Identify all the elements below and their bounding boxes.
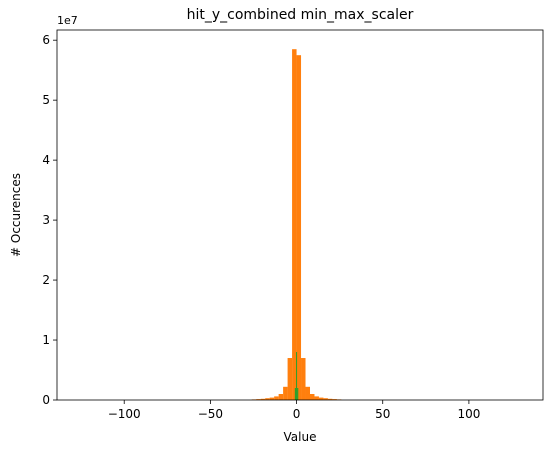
bar [301, 358, 306, 400]
bar [287, 358, 293, 400]
bar [269, 397, 275, 400]
x-axis-label: Value [284, 430, 317, 444]
x-tick-label: 100 [457, 407, 480, 421]
plot-frame [56, 29, 544, 401]
bar [327, 398, 333, 400]
bar [274, 396, 279, 400]
bar [292, 49, 297, 400]
bar [323, 398, 328, 400]
y-tick-label: 4 [42, 153, 50, 167]
bar [294, 388, 297, 400]
y-tick-label: 3 [42, 213, 50, 227]
bar [314, 396, 319, 400]
y-tick-label: 1 [42, 333, 50, 347]
bar [296, 55, 302, 400]
x-tick-label: 0 [293, 407, 301, 421]
bar [278, 394, 284, 400]
bar [332, 399, 337, 400]
bar [305, 386, 310, 400]
bar [260, 398, 266, 400]
chart-title: hit_y_combined min_max_scaler [187, 7, 414, 23]
bar [309, 394, 315, 400]
x-tick-label: −100 [108, 407, 141, 421]
y-tick-label: 0 [42, 393, 50, 407]
bar [265, 398, 270, 400]
y-tick-label: 5 [42, 93, 50, 107]
x-tick-label: −50 [198, 407, 223, 421]
y-axis-label: # Occurences [9, 173, 23, 257]
y-tick-label: 2 [42, 273, 50, 287]
x-tick-label: 50 [375, 407, 390, 421]
bar [256, 399, 261, 400]
y-offset-label: 1e7 [57, 14, 78, 27]
bar [296, 352, 298, 400]
y-tick-label: 6 [42, 33, 50, 47]
bar [297, 388, 299, 400]
bar [318, 397, 324, 400]
bar [283, 386, 288, 400]
